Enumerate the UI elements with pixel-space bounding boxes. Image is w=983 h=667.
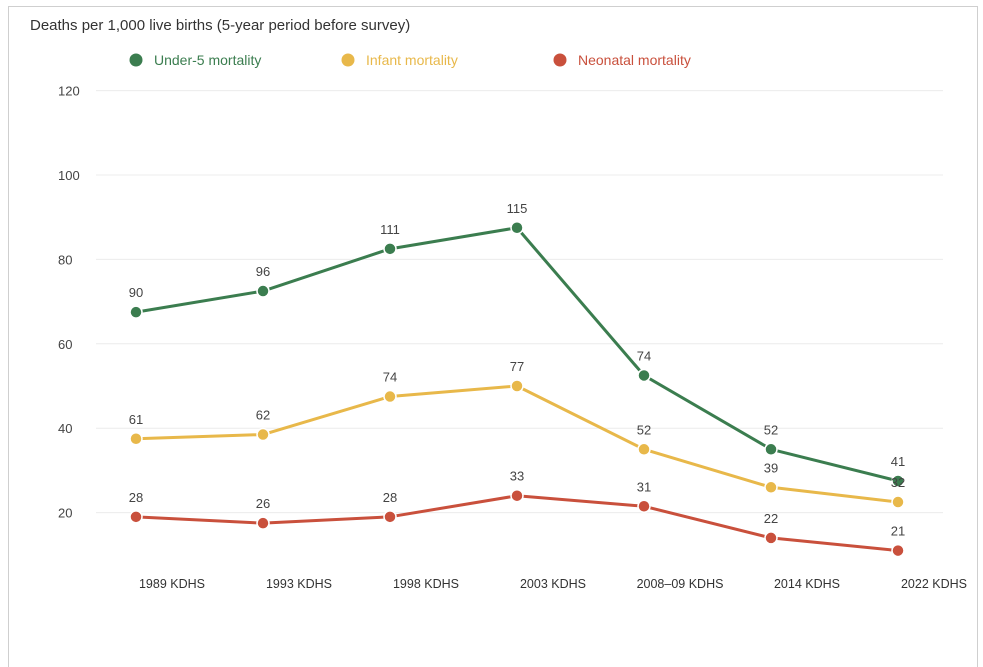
data-label: 61	[129, 412, 143, 427]
legend-item: Neonatal mortality	[553, 52, 691, 68]
x-tick-label: 1998 KDHS	[393, 577, 459, 591]
data-point	[764, 531, 778, 545]
data-point	[637, 442, 651, 457]
series-line	[135, 384, 899, 504]
legend-item: Under-5 mortality	[129, 52, 261, 68]
line-chart: Deaths per 1,000 live births (5-year per…	[30, 17, 967, 591]
y-tick-label: 100	[58, 168, 80, 183]
x-axis-ticks: 1989 KDHS 1993 KDHS 1998 KDHS 2003 KDHS 2008…	[139, 577, 967, 591]
data-point	[256, 284, 270, 298]
series-group: 90 96 111 115 74 52 41 61 62 74 77 52 39 32 28 26 28 33 31…	[129, 201, 905, 558]
data-label: 26	[256, 496, 270, 511]
data-label: 52	[764, 422, 778, 437]
data-point	[383, 242, 397, 256]
x-tick-label: 2014 KDHS	[774, 577, 840, 591]
legend-marker	[341, 53, 355, 67]
y-tick-label: 120	[58, 84, 80, 99]
data-point	[510, 488, 524, 503]
data-point	[256, 516, 270, 530]
x-tick-label: 2022 KDHS	[901, 577, 967, 591]
x-tick-label: 2008–09 KDHS	[637, 577, 724, 591]
legend-label: Under-5 mortality	[154, 52, 261, 68]
data-label: 111	[380, 222, 400, 237]
data-label: 90	[129, 285, 143, 300]
data-label: 41	[891, 454, 905, 469]
data-label: 28	[383, 490, 397, 505]
x-tick-label: 1989 KDHS	[139, 577, 205, 591]
data-point	[256, 427, 270, 442]
y-tick-label: 40	[58, 421, 72, 436]
data-point	[510, 379, 524, 393]
legend-marker	[553, 53, 567, 67]
data-point	[891, 495, 905, 509]
data-point	[764, 442, 778, 457]
data-point	[764, 480, 778, 495]
data-point	[383, 389, 397, 404]
data-label: 74	[637, 348, 651, 363]
legend-label: Neonatal mortality	[578, 52, 691, 68]
data-label: 39	[764, 460, 778, 475]
legend-marker	[129, 53, 143, 67]
x-tick-label: 2003 KDHS	[520, 577, 586, 591]
y-tick-label: 80	[58, 252, 72, 267]
data-label: 31	[637, 479, 651, 494]
series-line	[135, 226, 899, 483]
data-label: 28	[129, 490, 143, 505]
data-point	[637, 368, 651, 383]
data-label: 96	[256, 264, 270, 279]
gridlines	[96, 90, 943, 514]
data-point	[637, 499, 651, 514]
legend-label: Infant mortality	[366, 52, 458, 68]
data-point	[891, 543, 905, 558]
legend: Under-5 mortality Infant mortality Neonata…	[129, 52, 691, 68]
x-tick-label: 1993 KDHS	[266, 577, 332, 591]
data-point	[891, 474, 905, 488]
chart-frame	[8, 6, 978, 667]
data-point	[510, 221, 524, 235]
y-tick-label: 60	[58, 337, 72, 352]
data-label: 77	[510, 359, 524, 374]
series-infant-mortality: 61 62 74 77 52 39 32	[129, 359, 905, 509]
data-label: 115	[507, 201, 528, 216]
data-label: 62	[256, 408, 270, 423]
legend-item: Infant mortality	[341, 52, 458, 68]
data-point	[129, 305, 143, 319]
data-label: 74	[383, 370, 397, 385]
data-label: 52	[637, 422, 651, 437]
series-neonatal-mortality: 28 26 28 33 31 22 21	[129, 469, 905, 558]
data-label: 32	[891, 475, 905, 490]
y-axis-ticks: 20 40 60 80 100 120	[58, 84, 80, 521]
data-label: 22	[764, 511, 778, 526]
data-point	[129, 432, 143, 446]
series-under-5-mortality: 90 96 111 115 74 52 41	[129, 201, 905, 488]
series-line	[135, 494, 899, 553]
data-point	[383, 510, 397, 524]
data-point	[129, 510, 143, 524]
data-label: 21	[891, 524, 905, 539]
data-label: 33	[510, 469, 524, 484]
y-tick-label: 20	[58, 506, 72, 521]
y-axis-label: Deaths per 1,000 live births (5-year per…	[30, 17, 410, 34]
